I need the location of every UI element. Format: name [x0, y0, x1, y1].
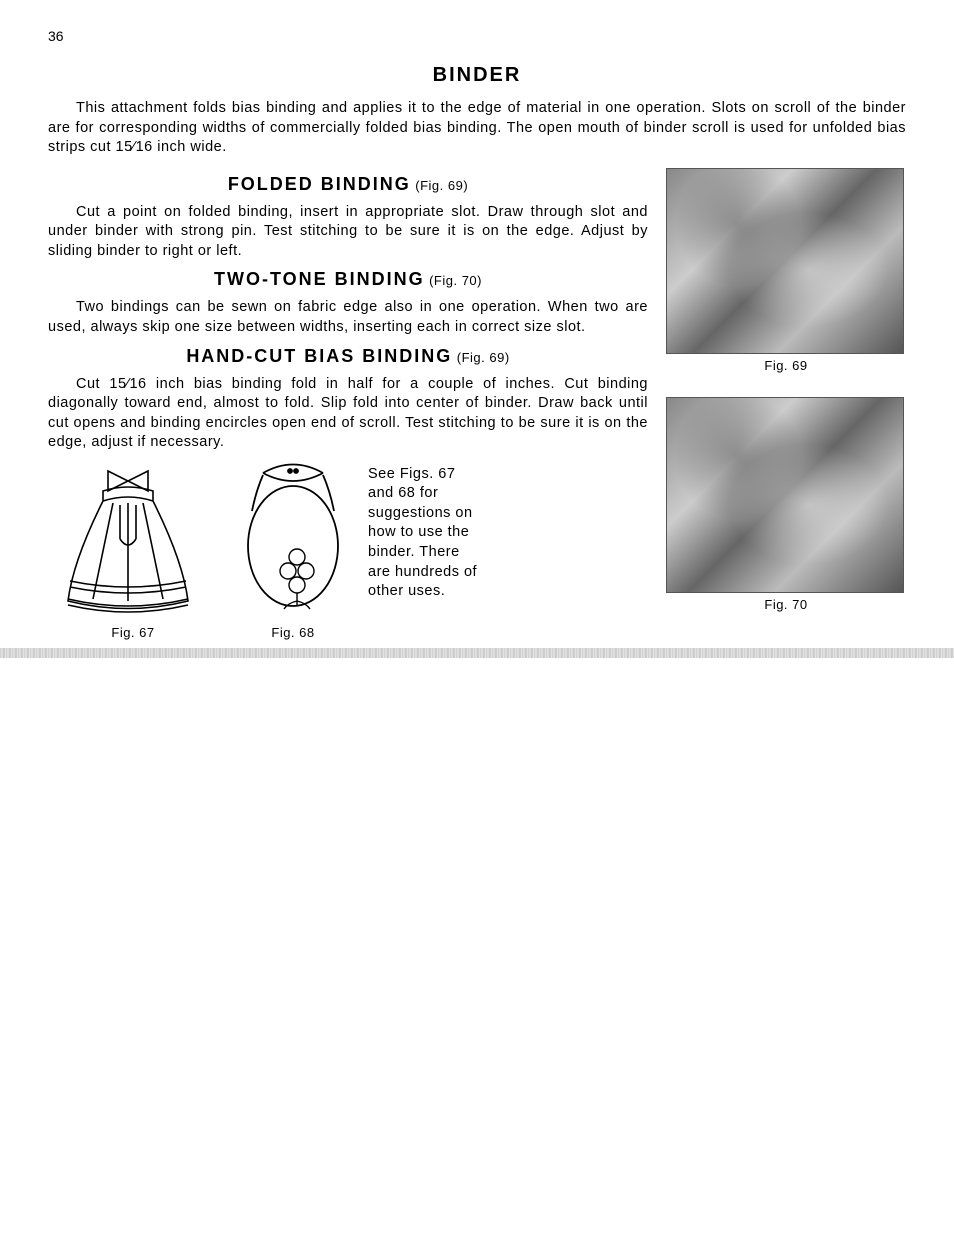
fig70-caption: Fig. 70 — [666, 597, 906, 612]
figure-69-photo — [666, 168, 904, 354]
handcut-heading-text: HAND-CUT BIAS BINDING — [186, 346, 452, 366]
pouch-illustration — [228, 461, 358, 621]
handcut-body: Cut 15⁄16 inch bias binding fold in half… — [48, 375, 648, 453]
fig69-caption: Fig. 69 — [666, 358, 906, 373]
folded-heading: FOLDED BINDING (Fig. 69) — [48, 174, 648, 195]
content-row: FOLDED BINDING (Fig. 69) Cut a point on … — [48, 168, 906, 640]
bottom-figure-row: Fig. 67 — [48, 461, 648, 640]
folded-figref: (Fig. 69) — [415, 178, 468, 193]
twotone-figref: (Fig. 70) — [429, 273, 482, 288]
side-note: See Figs. 67 and 68 for suggestions on h… — [368, 461, 478, 640]
document-page: 36 BINDER This attachment folds bias bin… — [0, 0, 954, 640]
handcut-figref: (Fig. 69) — [457, 350, 510, 365]
fig67-caption: Fig. 67 — [111, 625, 154, 640]
folded-heading-text: FOLDED BINDING — [228, 174, 411, 194]
page-number: 36 — [48, 28, 906, 44]
handcut-heading: HAND-CUT BIAS BINDING (Fig. 69) — [48, 346, 648, 367]
fig68-caption: Fig. 68 — [271, 625, 314, 640]
figure-70-photo — [666, 397, 904, 593]
twotone-heading: TWO-TONE BINDING (Fig. 70) — [48, 269, 648, 290]
left-column: FOLDED BINDING (Fig. 69) Cut a point on … — [48, 168, 648, 640]
twotone-heading-text: TWO-TONE BINDING — [214, 269, 425, 289]
right-column: Fig. 69 Fig. 70 — [666, 168, 906, 640]
main-title: BINDER — [48, 64, 906, 87]
intro-paragraph: This attachment folds bias binding and a… — [48, 99, 906, 158]
scan-noise-divider — [0, 648, 954, 658]
twotone-body: Two bindings can be sewn on fabric edge … — [48, 298, 648, 337]
figure-67: Fig. 67 — [48, 461, 218, 640]
folded-body: Cut a point on folded binding, insert in… — [48, 203, 648, 262]
figure-68: Fig. 68 — [228, 461, 358, 640]
skirt-illustration — [48, 461, 218, 621]
